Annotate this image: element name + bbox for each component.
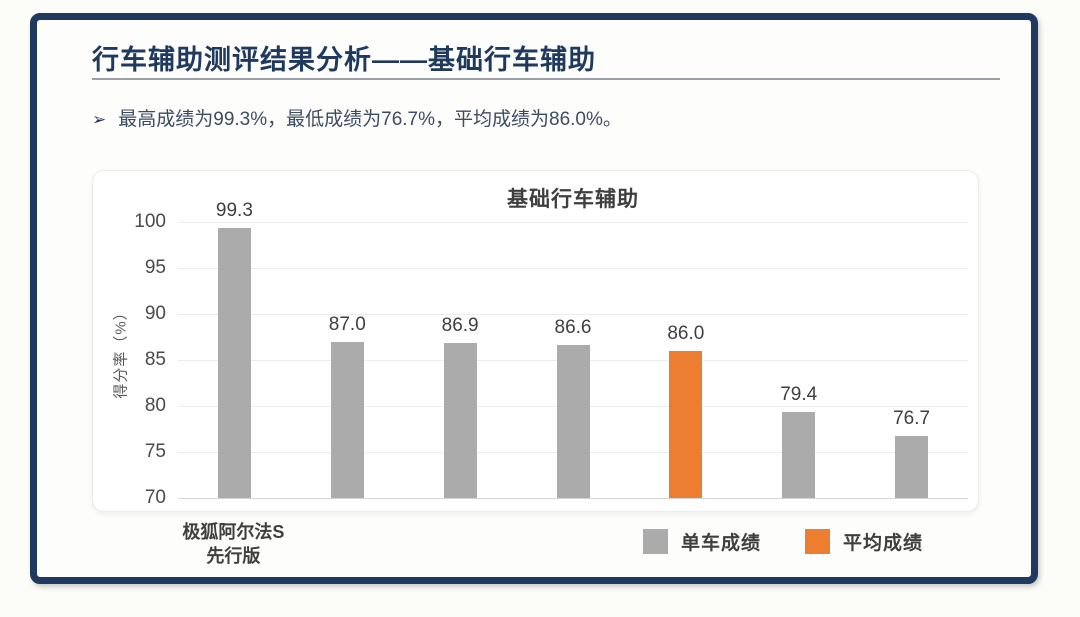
chart-legend: 单车成绩 平均成绩 — [643, 528, 923, 555]
y-tick-label: 70 — [144, 487, 166, 508]
bullet-arrow-icon: ➢ — [92, 110, 107, 129]
legend-item: 单车成绩 — [643, 528, 761, 555]
chart-card: 基础行车辅助 得分率（%） 99.3 87.0 86.9 86.6 86.0 79.4 76… — [92, 170, 979, 512]
gridline-90 — [178, 314, 968, 315]
chart-title: 基础行车辅助 — [507, 188, 639, 211]
bar-value-label: 76.7 — [893, 408, 931, 430]
y-tick-label: 75 — [144, 441, 166, 462]
y-tick-label: 80 — [144, 395, 166, 416]
y-tick-label: 85 — [144, 349, 166, 370]
summary-bullet: ➢ 最高成绩为99.3%，最低成绩为76.7%，平均成绩为86.0%。 — [92, 104, 622, 131]
slide-frame: 行车辅助测评结果分析——基础行车辅助 ➢ 最高成绩为99.3%，最低成绩为76.7… — [30, 13, 1038, 584]
legend-swatch-icon — [805, 529, 831, 554]
bar-value-label: 86.6 — [554, 317, 592, 339]
legend-label: 平均成绩 — [843, 533, 924, 554]
y-tick-label: 95 — [144, 257, 166, 278]
legend-label: 单车成绩 — [681, 533, 762, 554]
gridline-70 — [178, 498, 968, 499]
y-tick-label: 90 — [144, 303, 166, 324]
gridline-95 — [178, 268, 968, 269]
x-category-label: 极狐阿尔法S 先行版 — [182, 522, 285, 566]
bar-value-label: 86.9 — [441, 314, 479, 336]
gridline-100 — [178, 222, 968, 223]
summary-text: 最高成绩为99.3%，最低成绩为76.7%，平均成绩为86.0%。 — [118, 109, 622, 130]
plot-area: 99.3 87.0 86.9 86.6 86.0 79.4 76.7 — [178, 200, 968, 499]
y-tick-label: 100 — [134, 211, 166, 232]
bar-value-label: 87.0 — [328, 313, 366, 335]
bar-value-label: 99.3 — [215, 200, 253, 222]
bar-单车成绩-87 — [330, 341, 364, 498]
bar-value-label: 86.0 — [667, 322, 705, 344]
bar-单车成绩-86.6 — [556, 345, 590, 498]
bar-单车成绩-76.7 — [895, 436, 929, 498]
legend-item: 平均成绩 — [805, 528, 923, 555]
bar-平均成绩-86 — [669, 350, 703, 498]
bar-value-label: 79.4 — [780, 383, 818, 405]
bar-单车成绩-86.9 — [443, 342, 477, 498]
page-title: 行车辅助测评结果分析——基础行车辅助 — [92, 45, 596, 75]
legend-swatch-icon — [643, 529, 668, 554]
bar-单车成绩-99.3 — [217, 228, 251, 498]
bar-单车成绩-79.4 — [782, 411, 816, 498]
title-divider — [92, 78, 1000, 80]
